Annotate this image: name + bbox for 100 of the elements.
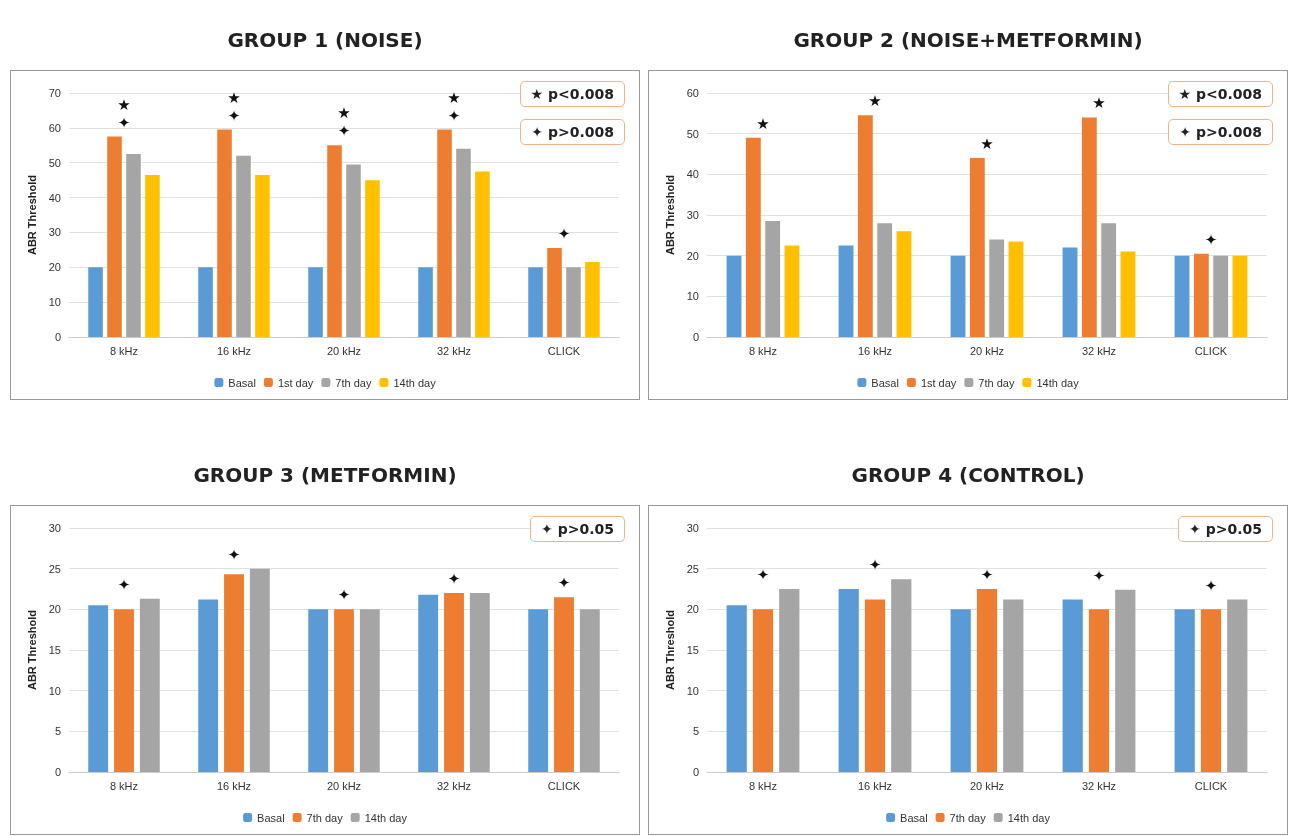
- annotation: ✦: [1204, 230, 1218, 249]
- bar: [976, 589, 998, 772]
- bar: [1081, 117, 1097, 337]
- bar: [255, 174, 270, 337]
- x-tick-label: 32 kHz: [1081, 344, 1117, 357]
- bar: [359, 609, 380, 772]
- bar: [1101, 223, 1117, 337]
- x-tick-label: 20 kHz: [969, 779, 1005, 792]
- annotation: ★: [227, 88, 241, 107]
- bar: [726, 255, 742, 337]
- bar: [1120, 251, 1136, 337]
- x-tick-label: 8 kHz: [748, 779, 778, 792]
- bar: [950, 609, 971, 772]
- y-tick-label: 25: [686, 562, 699, 575]
- annotation: ✦: [337, 586, 351, 605]
- legend-label: Basal: [257, 811, 285, 824]
- bar: [838, 245, 854, 337]
- bar: [145, 174, 160, 337]
- bar: [444, 593, 464, 772]
- x-tick-label: 8 kHz: [748, 344, 778, 357]
- x-tick-label: 20 kHz: [326, 779, 362, 792]
- y-tick-label: 0: [692, 766, 699, 778]
- bar: [139, 598, 160, 772]
- annotation: ★: [756, 114, 770, 133]
- annotation: ★: [337, 104, 351, 123]
- annotation: ✦: [868, 556, 882, 575]
- bar: [585, 262, 600, 337]
- bar: [950, 255, 966, 337]
- bar: [456, 148, 471, 337]
- y-axis-title: ABR Threshold: [25, 609, 38, 691]
- annotation: ★: [868, 92, 882, 111]
- chart-title: GROUP 2 (NOISE+METFORMIN): [792, 28, 1144, 52]
- y-tick-label: 30: [48, 226, 61, 239]
- legend-label: 14th day: [364, 811, 408, 824]
- bar: [891, 579, 912, 772]
- annotation: ✦: [980, 566, 994, 584]
- bar: [217, 129, 232, 337]
- x-tick-label: 32 kHz: [436, 344, 472, 357]
- bar: [857, 115, 873, 337]
- bar: [864, 599, 886, 772]
- y-tick-label: 25: [48, 562, 61, 575]
- x-tick-label: 16 kHz: [216, 779, 252, 792]
- x-tick-label: 8 kHz: [109, 779, 139, 792]
- bar: [469, 593, 490, 772]
- y-tick-label: 10: [686, 290, 699, 303]
- legend-label: 1st day: [277, 376, 314, 389]
- annotation: ★: [117, 95, 131, 114]
- bar: [1193, 253, 1209, 337]
- annotation: ✦: [1092, 566, 1106, 585]
- bar: [579, 609, 600, 772]
- bar: [1088, 609, 1110, 772]
- annotation: ★: [447, 88, 461, 107]
- bar: [198, 267, 213, 337]
- y-tick-label: 50: [48, 156, 61, 169]
- bar: [346, 164, 361, 337]
- y-axis-title: ABR Threshold: [25, 174, 38, 256]
- legend-label: 7th day: [978, 376, 1015, 389]
- bar: [1200, 609, 1222, 772]
- y-axis-title: ABR Threshold: [663, 174, 676, 256]
- bar: [198, 599, 219, 772]
- bar: [114, 609, 134, 772]
- bar: [528, 267, 543, 337]
- annotation: ★ p<0.008: [519, 81, 625, 107]
- legend-label: Basal: [871, 376, 899, 389]
- bar: [1003, 599, 1024, 772]
- y-tick-label: 20: [686, 249, 699, 262]
- bar: [554, 597, 574, 772]
- x-tick-label: 20 kHz: [326, 344, 362, 357]
- y-tick-label: 40: [48, 191, 61, 204]
- annotation: ✦ p>0.05: [530, 516, 625, 542]
- bar: [765, 221, 781, 337]
- bar: [418, 594, 439, 772]
- bar: [88, 267, 103, 337]
- y-tick-label: 60: [686, 87, 699, 99]
- legend-label: 14th day: [393, 376, 437, 389]
- y-tick-label: 0: [692, 331, 699, 343]
- y-tick-label: 5: [54, 725, 61, 738]
- y-tick-label: 10: [686, 684, 699, 697]
- bar: [779, 589, 800, 772]
- bar: [418, 267, 433, 337]
- legend-label: 1st day: [920, 376, 957, 389]
- y-tick-label: 30: [48, 522, 61, 534]
- bar: [107, 136, 122, 337]
- legend-label: Basal: [228, 376, 256, 389]
- bar: [1008, 241, 1024, 337]
- bar: [1227, 599, 1248, 772]
- x-tick-label: CLICK: [547, 344, 581, 357]
- x-tick-label: 32 kHz: [1081, 779, 1117, 792]
- bar: [969, 158, 985, 337]
- bar: [475, 171, 490, 337]
- bar: [249, 568, 270, 772]
- bar: [1062, 247, 1078, 337]
- bar: [327, 145, 342, 337]
- bar: [752, 609, 774, 772]
- bar: [1213, 255, 1229, 337]
- bar: [784, 245, 800, 337]
- bar: [1232, 255, 1248, 337]
- chart-title: GROUP 3 (METFORMIN): [192, 463, 458, 487]
- annotation: ★ p<0.008: [1167, 81, 1273, 107]
- annotation: ✦: [227, 545, 241, 564]
